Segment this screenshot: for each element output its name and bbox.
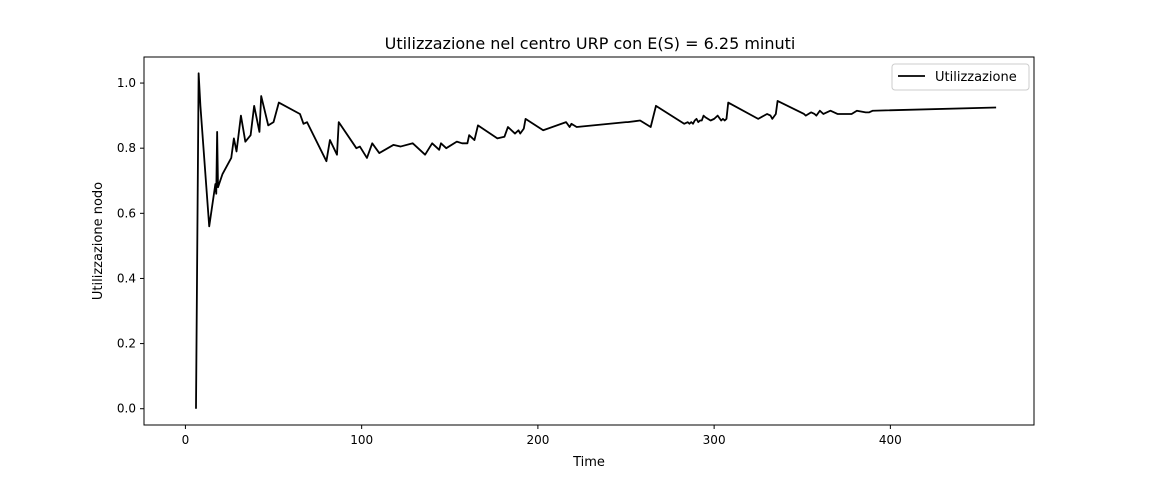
x-tick-label: 200 — [526, 433, 549, 447]
legend-box — [891, 63, 1030, 91]
legend: Utilizzazione — [891, 63, 1030, 91]
y-tick-label: 0.6 — [117, 206, 136, 220]
y-tick-label: 0.0 — [117, 402, 136, 416]
series-line-utilizzazione — [195, 72, 997, 409]
y-tick-label: 1.0 — [117, 76, 136, 90]
x-axis-label: Time — [572, 455, 605, 470]
y-tick-label: 0.2 — [117, 337, 136, 351]
y-tick-label: 0.8 — [117, 141, 136, 155]
x-tick-label: 300 — [703, 433, 726, 447]
x-tick-label: 0 — [182, 433, 190, 447]
x-tick-label: 400 — [879, 433, 902, 447]
y-tick-label: 0.4 — [117, 271, 136, 285]
legend-label-utilizzazione: Utilizzazione — [935, 70, 1017, 85]
chart-title: Utilizzazione nel centro URP con E(S) = … — [385, 34, 796, 53]
x-tick-label: 100 — [350, 433, 373, 447]
y-axis-label: Utilizzazione nodo — [91, 182, 106, 300]
plot-area — [143, 56, 1035, 426]
